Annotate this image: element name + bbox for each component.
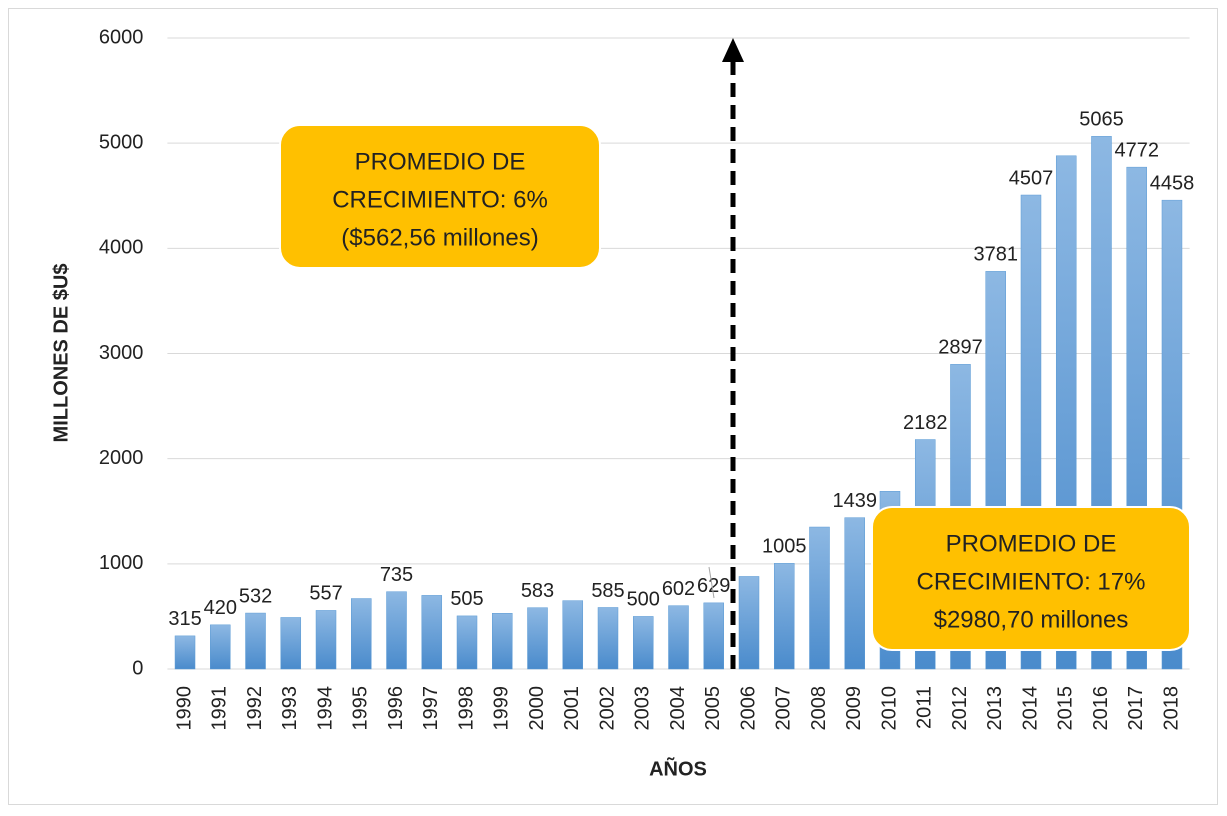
data-label: 315	[168, 608, 201, 630]
bar	[633, 616, 654, 670]
x-tick-label: 1992	[244, 686, 266, 731]
chart-border	[8, 8, 1218, 805]
data-label: 4507	[1009, 167, 1054, 189]
annotation-text: CRECIMIENTO: 17%	[917, 568, 1146, 595]
x-tick-label: 2001	[561, 686, 583, 731]
data-label: 1005	[762, 536, 807, 558]
annotations: PROMEDIO DE CRECIMIENTO: 6% ($562,56 millo…	[279, 124, 1191, 651]
labels: 0 1000 2000 3000 4000 5000 6000 1990 315 1991 420 1…	[99, 26, 1194, 730]
x-tick-label: 2010	[878, 686, 900, 731]
x-tick-label: 2009	[843, 686, 865, 731]
bar	[421, 595, 443, 670]
data-label: 602	[662, 578, 695, 600]
y-tick-label: 2000	[99, 447, 144, 469]
data-label: 2182	[903, 412, 948, 434]
y-tick-label: 6000	[99, 26, 144, 48]
x-tick-label: 2006	[737, 686, 759, 731]
y-axis-title: MILLONES DE $U$	[50, 264, 72, 443]
arrow-head	[722, 38, 744, 62]
x-tick-label: 2018	[1160, 686, 1182, 731]
bar	[351, 598, 372, 670]
data-label: 420	[204, 597, 237, 619]
bar	[315, 610, 337, 670]
x-tick-label: 2004	[667, 686, 689, 731]
data-label: 629	[697, 575, 730, 597]
y-tick-label: 4000	[99, 237, 144, 259]
annotation-text: $2980,70 millones	[934, 606, 1129, 633]
x-tick-label: 2017	[1125, 686, 1147, 731]
y-tick-label: 0	[132, 657, 143, 679]
annotation-box	[871, 506, 1191, 651]
bar	[562, 600, 584, 670]
data-label: 4772	[1114, 139, 1159, 161]
x-tick-label: 2011	[914, 686, 936, 729]
data-label: 532	[239, 585, 272, 607]
data-label: 2897	[938, 337, 983, 359]
x-tick-label: 2000	[526, 686, 548, 731]
annotation-text: CRECIMIENTO: 6%	[332, 186, 548, 213]
data-label: 735	[380, 564, 413, 586]
x-tick-label: 1993	[279, 686, 301, 731]
bar	[210, 624, 231, 670]
bar	[844, 517, 865, 670]
data-label: 4458	[1150, 172, 1195, 194]
x-tick-label: 1998	[455, 686, 477, 731]
bar	[174, 635, 196, 670]
bar	[456, 615, 478, 670]
bar	[773, 563, 795, 670]
leader-line	[708, 566, 715, 599]
bar	[668, 605, 689, 670]
x-tick-label: 1990	[173, 686, 195, 731]
bar	[738, 576, 760, 670]
bar	[597, 607, 619, 670]
bar	[703, 602, 724, 670]
bar	[809, 526, 830, 670]
y-tick-label: 3000	[99, 342, 144, 364]
bar	[386, 591, 407, 670]
x-tick-label: 1997	[420, 686, 442, 731]
x-tick-label: 1995	[350, 686, 372, 731]
data-label: 583	[521, 580, 554, 602]
x-tick-label: 2013	[984, 686, 1006, 731]
data-label: 5065	[1079, 109, 1124, 131]
x-tick-label: 2016	[1090, 686, 1112, 731]
x-tick-label: 2015	[1055, 686, 1077, 731]
annotation-text: ($562,56 millones)	[341, 224, 538, 251]
annotation-box	[279, 124, 601, 269]
x-tick-label: 2014	[1019, 686, 1041, 731]
bar	[245, 612, 266, 670]
x-tick-label: 2002	[596, 686, 618, 731]
x-tick-label: 1991	[209, 686, 231, 731]
x-tick-label: 1999	[491, 686, 513, 731]
data-label: 1439	[832, 490, 877, 512]
y-tick-label: 1000	[99, 552, 144, 574]
bar	[492, 613, 513, 670]
y-tick-label: 5000	[99, 131, 144, 153]
x-tick-label: 1996	[385, 686, 407, 731]
data-label: 3781	[973, 244, 1018, 266]
x-tick-label: 1994	[314, 686, 336, 731]
data-label: 505	[450, 588, 483, 610]
x-axis-title: AÑOS	[649, 757, 707, 780]
data-label: 557	[309, 583, 342, 605]
x-tick-label: 2003	[632, 686, 654, 731]
x-tick-label: 2007	[773, 686, 795, 731]
annotation-text: PROMEDIO DE	[946, 530, 1117, 557]
x-tick-label: 2008	[808, 686, 830, 731]
data-label: 585	[591, 580, 624, 602]
bar	[527, 607, 548, 670]
annotation-text: PROMEDIO DE	[355, 148, 526, 175]
x-tick-label: 2005	[702, 686, 724, 731]
data-label: 500	[627, 589, 660, 611]
bar	[280, 617, 302, 670]
x-tick-label: 2012	[949, 686, 971, 731]
